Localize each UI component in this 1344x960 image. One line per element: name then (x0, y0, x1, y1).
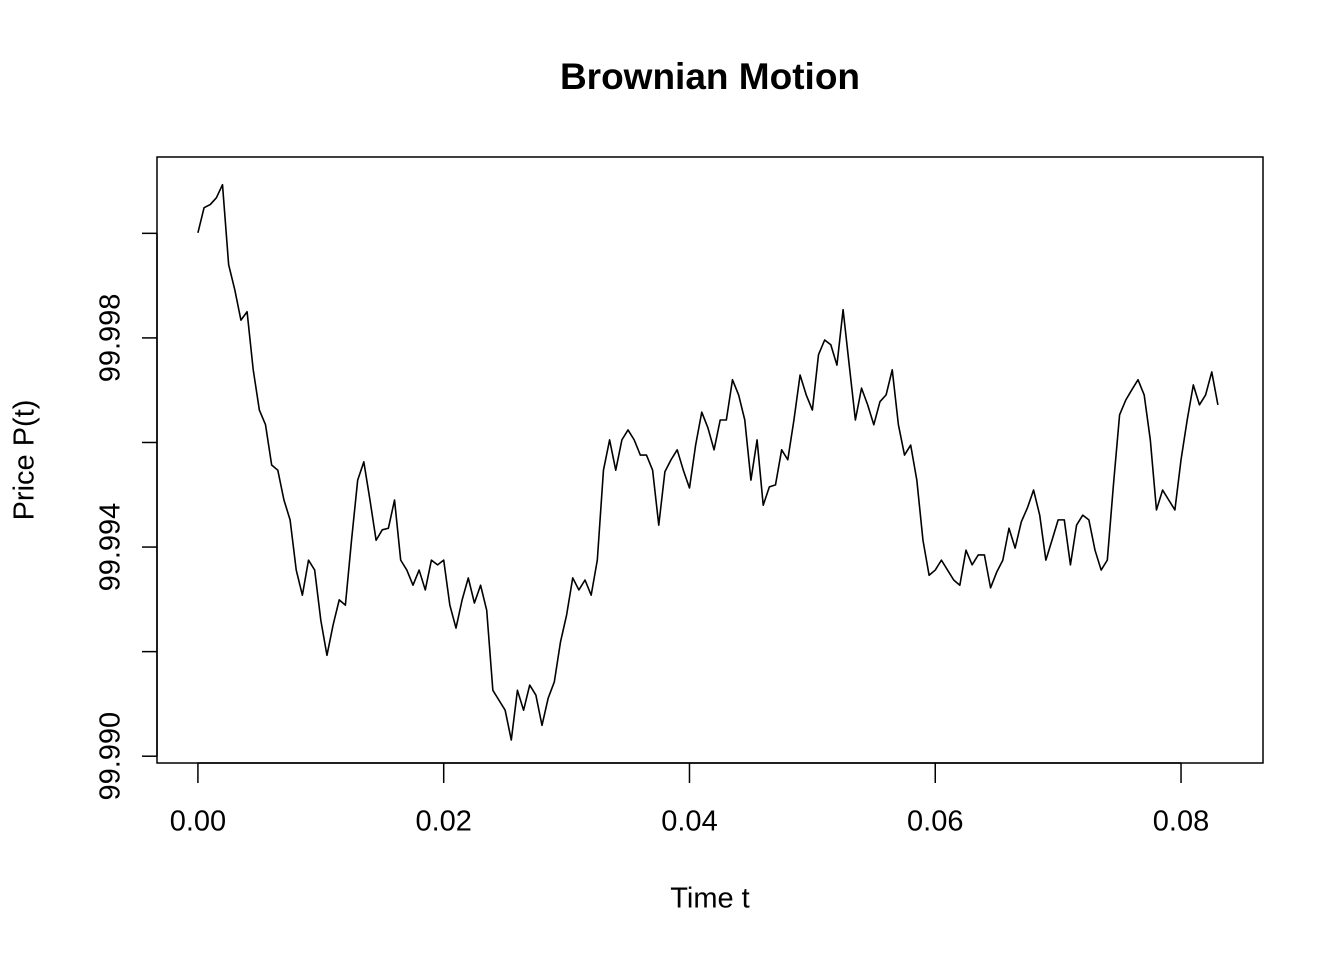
plot-box (156, 156, 1264, 764)
x-tick-label: 0.06 (907, 806, 963, 838)
x-tick-label: 0.04 (661, 806, 717, 838)
y-tick-label: 99.994 (95, 503, 127, 592)
x-tick-label: 0.08 (1153, 806, 1209, 838)
y-axis-label: Price P(t) (9, 400, 41, 521)
x-tick-label: 0.00 (170, 806, 226, 838)
price-line (197, 183, 1219, 741)
x-tick-label: 0.02 (415, 806, 471, 838)
x-axis-label: Time t (670, 883, 749, 915)
y-tick-label: 99.998 (95, 294, 127, 383)
y-tick-label: 99.990 (95, 712, 127, 801)
chart-title: Brownian Motion (560, 56, 860, 97)
